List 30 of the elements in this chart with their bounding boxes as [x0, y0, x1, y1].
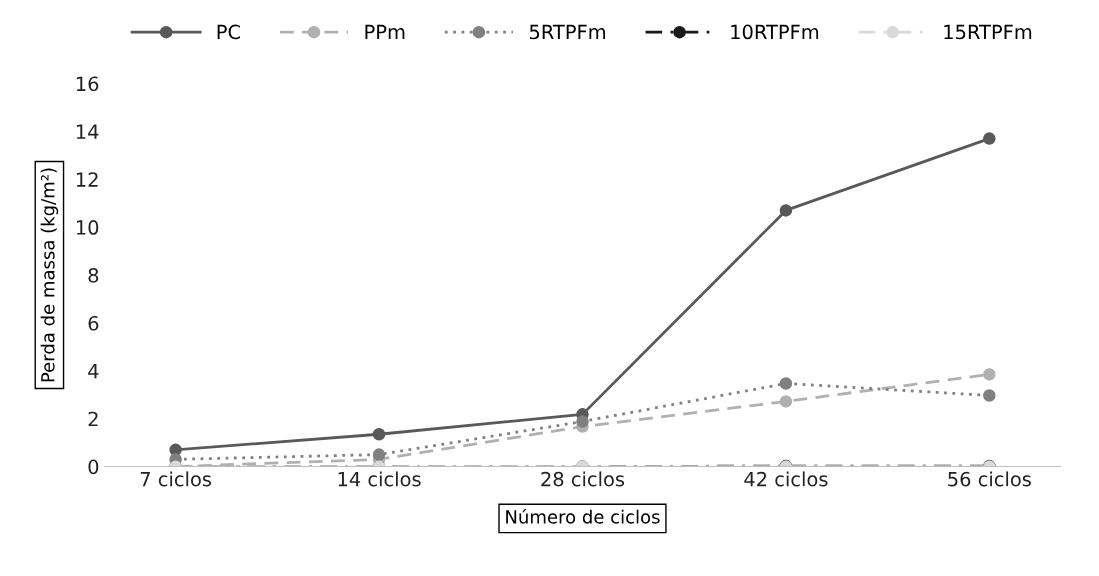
y-tick-label: 4: [88, 364, 99, 379]
legend-label: 15RTPFm: [944, 24, 1032, 40]
legend-label: 5RTPFm: [529, 24, 605, 40]
y-tick-label: 8: [88, 268, 99, 283]
point: [372, 448, 386, 461]
point: [372, 427, 386, 441]
y-tick-label: 12: [76, 172, 98, 187]
y-tick-label: 6: [88, 315, 99, 331]
y-tick-label: 0: [88, 459, 99, 475]
legend-label: 10RTPFm: [731, 24, 819, 40]
point: [779, 395, 793, 408]
y-tick-label: 10: [76, 220, 99, 235]
point: [983, 368, 996, 381]
y-tick-label: 14: [76, 124, 99, 139]
x-tick-label: 42 ciclos: [744, 471, 828, 487]
legend-label: PPm: [365, 24, 405, 39]
x-tick-label: 56 ciclos: [948, 471, 1031, 487]
y-axis-title: Perda de massa (kg/m²): [40, 168, 59, 382]
point: [983, 132, 996, 145]
point: [779, 377, 793, 390]
point: [576, 415, 589, 428]
x-tick-label: 7 ciclos: [140, 471, 212, 487]
x-axis-title: Número de ciclos: [506, 508, 660, 524]
point: [983, 389, 996, 402]
legend-label: PC: [217, 24, 241, 40]
y-tick-label: 16: [76, 76, 99, 92]
y-tick-label: 2: [88, 411, 98, 427]
x-tick-label: 28 ciclos: [541, 471, 625, 487]
point: [779, 204, 793, 217]
x-tick-label: 14 ciclos: [338, 471, 421, 487]
